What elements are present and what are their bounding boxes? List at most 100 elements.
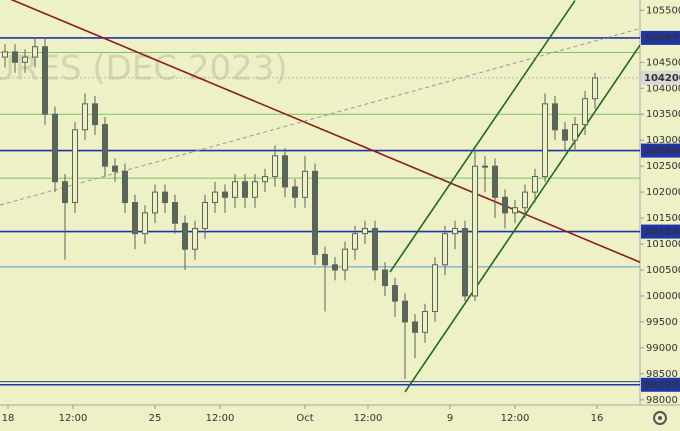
candle-body <box>522 191 528 209</box>
price-label-bg <box>641 70 680 85</box>
candle-body <box>352 233 358 250</box>
candle-body <box>342 248 348 271</box>
candle-body <box>92 103 98 126</box>
y-tick-label: 101500 <box>646 213 680 224</box>
y-tick-label: 105500 <box>646 5 680 16</box>
trend-line <box>404 44 640 393</box>
candle-body <box>202 202 208 229</box>
y-tick-label: 102000 <box>646 187 680 198</box>
y-tick-label: 99000 <box>646 343 678 354</box>
candle-body <box>212 191 218 204</box>
candle-body <box>32 46 38 58</box>
candle-body <box>162 191 168 204</box>
trend-line <box>0 28 640 206</box>
x-tick-label: 12:00 <box>501 413 530 424</box>
candle-body <box>312 170 318 255</box>
candle-body <box>492 165 498 198</box>
candle-body <box>532 176 538 193</box>
y-tick-label: 99500 <box>646 317 678 328</box>
x-tick-label: 12:00 <box>354 413 383 424</box>
x-tick-label: 12:00 <box>59 413 88 424</box>
candle-body <box>382 269 388 287</box>
candle-body <box>472 165 478 297</box>
x-tick-label: Oct <box>296 413 313 424</box>
candle-body <box>582 98 588 126</box>
y-tick-label: 104000 <box>646 83 680 94</box>
candle-body <box>152 191 158 214</box>
price-label: 102800 <box>644 146 680 157</box>
candle-body <box>562 129 568 141</box>
candle-body <box>422 311 428 333</box>
candle-body <box>142 212 148 235</box>
candle-body <box>222 191 228 198</box>
settings-icon[interactable] <box>653 411 667 425</box>
candle-body <box>412 321 418 333</box>
price-label-bg <box>641 143 680 158</box>
candle-body <box>462 227 468 297</box>
candle-body <box>62 181 68 204</box>
y-tick-label: 100500 <box>646 265 680 276</box>
gear[interactable] <box>653 411 667 425</box>
candle-body <box>332 264 338 271</box>
candle-body <box>42 46 48 115</box>
candle-body <box>242 181 248 198</box>
candle-body <box>392 285 398 302</box>
candle-body <box>112 165 118 172</box>
candle-body <box>22 56 28 63</box>
candle-body <box>322 253 328 266</box>
candle-body <box>512 207 518 214</box>
y-tick-label: 103000 <box>646 135 680 146</box>
candle-body <box>2 51 8 58</box>
y-tick-label: 101000 <box>646 239 680 250</box>
candle-body <box>252 181 258 198</box>
y-tick-label: 103500 <box>646 109 680 120</box>
candle-body <box>372 227 378 271</box>
x-tick-label: 12:00 <box>206 413 235 424</box>
trend-line <box>10 0 640 263</box>
x-tick-label: 25 <box>149 413 162 424</box>
candle-body <box>72 129 78 203</box>
trend-line <box>389 0 576 273</box>
candle-body <box>272 155 278 178</box>
candle-body <box>362 227 368 235</box>
candle-body <box>12 51 18 63</box>
price-label: 98290 <box>644 380 679 391</box>
candle-body <box>52 113 58 183</box>
candle-body <box>232 181 238 198</box>
x-tick-label: 9 <box>447 413 453 424</box>
price-label: 101240 <box>644 227 680 238</box>
candle-body <box>542 103 548 178</box>
price-label-bg <box>641 377 680 392</box>
candle-body <box>442 233 448 266</box>
candle-body <box>572 124 578 141</box>
gear-center[interactable] <box>658 416 662 420</box>
price-label: 104200 <box>644 73 680 84</box>
candle-body <box>102 124 108 167</box>
candle-body <box>302 170 308 198</box>
candle-body <box>432 264 438 313</box>
candle-body <box>452 227 458 235</box>
candle-body <box>402 300 408 323</box>
candle-body <box>122 170 128 204</box>
y-tick-label: 100000 <box>646 291 680 302</box>
x-tick-label: 18 <box>2 413 15 424</box>
y-tick-label: 102500 <box>646 161 680 172</box>
candle-body <box>592 77 598 100</box>
candle-body <box>482 165 488 168</box>
y-tick-label: 98000 <box>646 395 678 406</box>
candle-body <box>292 186 298 198</box>
candle-body <box>262 176 268 183</box>
candle-body <box>502 196 508 214</box>
candle-body <box>82 103 88 131</box>
candle-body <box>182 222 188 250</box>
candle-body <box>132 202 138 235</box>
candle-body <box>552 103 558 131</box>
candle-body <box>282 155 288 188</box>
candle-body <box>192 227 198 250</box>
y-tick-label: 98500 <box>646 369 678 380</box>
x-tick-label: 16 <box>591 413 604 424</box>
price-label-bg <box>641 224 680 239</box>
plot <box>0 0 640 393</box>
price-label-bg <box>641 30 680 45</box>
